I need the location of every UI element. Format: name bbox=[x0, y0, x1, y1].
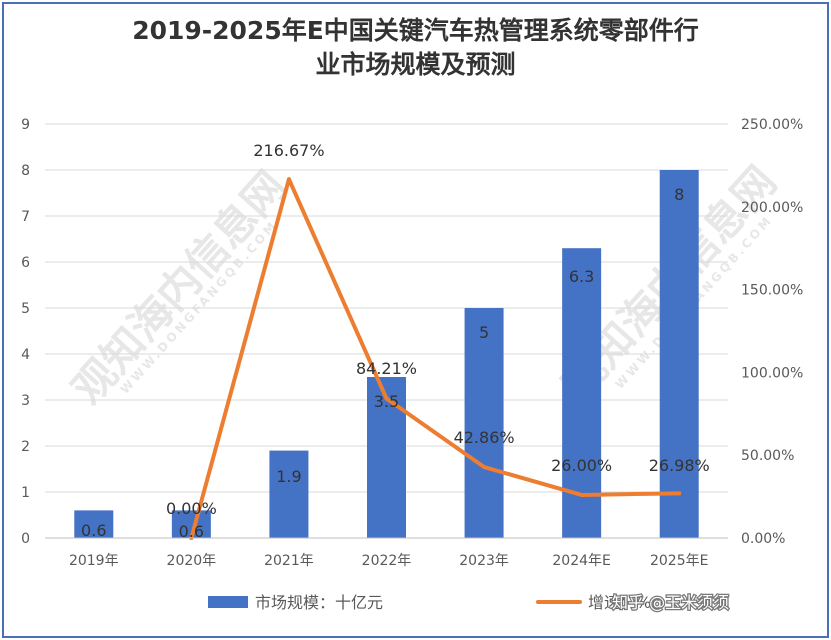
line-point bbox=[482, 465, 487, 470]
right-y-tick-label: 100.00% bbox=[741, 365, 803, 381]
bar-value-label: 0.6 bbox=[179, 522, 204, 541]
bar-value-label: 6.3 bbox=[569, 267, 594, 286]
line-point bbox=[384, 396, 389, 401]
legend: 市场规模：十亿元 增速：% bbox=[208, 593, 651, 612]
x-tick-label: 2022年 bbox=[362, 553, 412, 569]
left-y-tick-label: 0 bbox=[21, 531, 30, 547]
left-y-tick-label: 3 bbox=[21, 393, 30, 409]
credit-text: 知乎 @玉米须须 bbox=[612, 593, 729, 612]
left-y-tick-label: 1 bbox=[21, 485, 30, 501]
left-y-tick-label: 5 bbox=[21, 301, 30, 317]
line-value-label: 84.21% bbox=[356, 359, 417, 378]
line-point bbox=[286, 177, 291, 182]
bar-value-label: 5 bbox=[479, 323, 489, 342]
bar bbox=[367, 377, 406, 538]
right-y-tick-label: 50.00% bbox=[741, 448, 794, 464]
x-tick-label: 2020年 bbox=[167, 553, 217, 569]
left-y-tick-label: 9 bbox=[21, 117, 30, 133]
left-y-tick-label: 6 bbox=[21, 255, 30, 271]
x-tick-label: 2025年E bbox=[650, 553, 708, 569]
left-y-tick-label: 8 bbox=[21, 163, 30, 179]
chart-title-line-2: 业市场规模及预测 bbox=[315, 50, 516, 79]
right-y-tick-label: 250.00% bbox=[741, 117, 803, 133]
right-y-axis: 0.00% 50.00% 100.00% 150.00% 200.00% 250.00% bbox=[741, 117, 803, 547]
x-tick-label: 2021年 bbox=[264, 553, 314, 569]
line-value-label: 26.00% bbox=[551, 456, 612, 475]
right-y-tick-label: 200.00% bbox=[741, 200, 803, 216]
chart-title: 2019-2025年E中国关键汽车热管理系统零部件行 业市场规模及预测 bbox=[0, 14, 831, 82]
growth-line bbox=[189, 177, 682, 540]
line-value-label: 26.98% bbox=[649, 456, 710, 475]
legend-label-bar: 市场规模：十亿元 bbox=[255, 593, 383, 612]
bar bbox=[464, 308, 504, 538]
line-series bbox=[189, 177, 682, 540]
right-y-tick-label: 150.00% bbox=[741, 283, 803, 299]
left-y-tick-label: 2 bbox=[21, 439, 30, 455]
right-y-tick-label: 0.00% bbox=[741, 531, 785, 547]
x-tick-label: 2019年 bbox=[69, 553, 119, 569]
data-labels: 0.6 0.6 1.9 3.5 5 6.3 8 0.00% 216.67% 84.21% 42.86… bbox=[81, 141, 710, 541]
legend-label-line: 增速：% bbox=[588, 593, 651, 612]
bar-value-label: 1.9 bbox=[276, 467, 301, 486]
x-tick-label: 2024年E bbox=[552, 553, 610, 569]
left-y-axis: 0 1 2 3 4 5 6 7 8 9 bbox=[21, 117, 30, 547]
left-y-tick-label: 4 bbox=[21, 347, 30, 363]
chart-title-line-1: 2019-2025年E中国关键汽车热管理系统零部件行 bbox=[132, 16, 699, 45]
bar-series bbox=[74, 170, 699, 538]
line-value-label: 0.00% bbox=[166, 499, 217, 518]
bar bbox=[659, 170, 699, 538]
bar-value-label: 3.5 bbox=[374, 392, 399, 411]
left-y-tick-label: 7 bbox=[21, 209, 30, 225]
x-axis: 2019年 2020年 2021年 2022年 2023年 2024年E 2025年E bbox=[45, 537, 728, 569]
x-tick-label: 2023年 bbox=[459, 553, 509, 569]
bar bbox=[74, 510, 114, 538]
line-value-label: 216.67% bbox=[253, 141, 324, 160]
line-point bbox=[579, 492, 584, 497]
line-point bbox=[677, 491, 682, 496]
bar-value-label: 0.6 bbox=[81, 521, 106, 540]
bar bbox=[269, 450, 309, 538]
line-value-label: 42.86% bbox=[454, 428, 515, 447]
legend-swatch-bar bbox=[208, 596, 248, 608]
bar-value-label: 8 bbox=[674, 185, 684, 204]
